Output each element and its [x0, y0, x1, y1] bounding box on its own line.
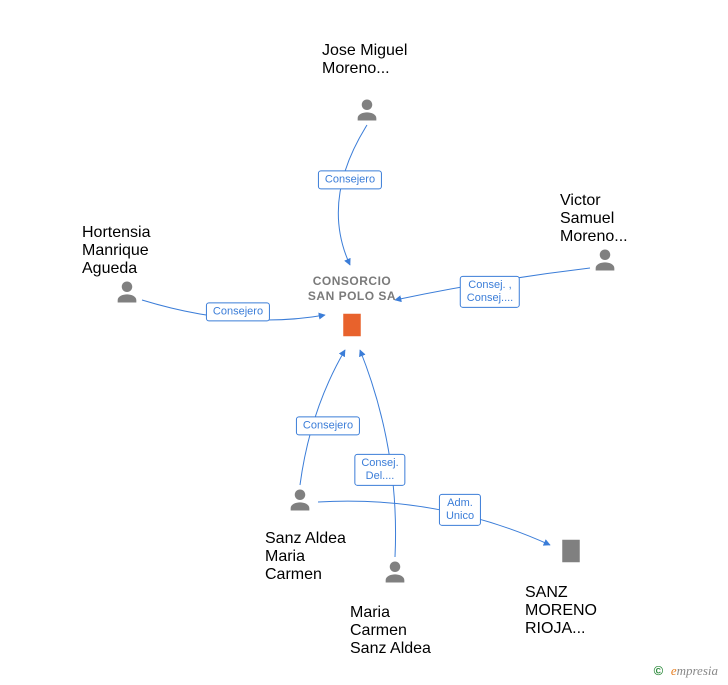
person-icon	[381, 558, 409, 591]
edge-jose-consorcio	[338, 125, 367, 265]
node-label: SANZ MORENO RIOJA...	[525, 584, 615, 638]
node-label: Hortensia Manrique Agueda	[82, 224, 172, 278]
node-label: Jose Miguel Moreno...	[322, 42, 412, 78]
node-label: Maria Carmen Sanz Aldea	[350, 604, 440, 658]
copyright-symbol: ©	[654, 663, 664, 678]
person-icon	[113, 278, 141, 311]
edge-label-sanzaldea-sanzmoreno: Adm. Unico	[439, 494, 481, 526]
network-diagram: CONSORCIO SAN POLO SA Jose Miguel Moreno…	[0, 0, 728, 685]
footer-brand: © empresia	[654, 663, 718, 679]
edge-label-jose-consorcio: Consejero	[318, 170, 382, 189]
center-node[interactable]: CONSORCIO SAN POLO SA	[302, 274, 402, 344]
center-node-label: CONSORCIO SAN POLO SA	[302, 274, 402, 304]
node-label: Sanz Aldea Maria Carmen	[265, 530, 355, 584]
edge-label-sanzaldea-consorcio: Consejero	[296, 416, 360, 435]
building-icon	[302, 310, 402, 344]
edge-label-victor-consorcio: Consej. , Consej....	[460, 276, 520, 308]
node-label: Victor Samuel Moreno...	[560, 192, 650, 246]
edge-label-mariacarmen-consorcio: Consej. Del....	[354, 454, 405, 486]
person-icon	[286, 486, 314, 519]
edge-label-hortensia-consorcio: Consejero	[206, 302, 270, 321]
building-icon	[556, 536, 586, 571]
person-icon	[353, 96, 381, 129]
brand-rest: mpresia	[677, 663, 718, 678]
person-icon	[591, 246, 619, 279]
